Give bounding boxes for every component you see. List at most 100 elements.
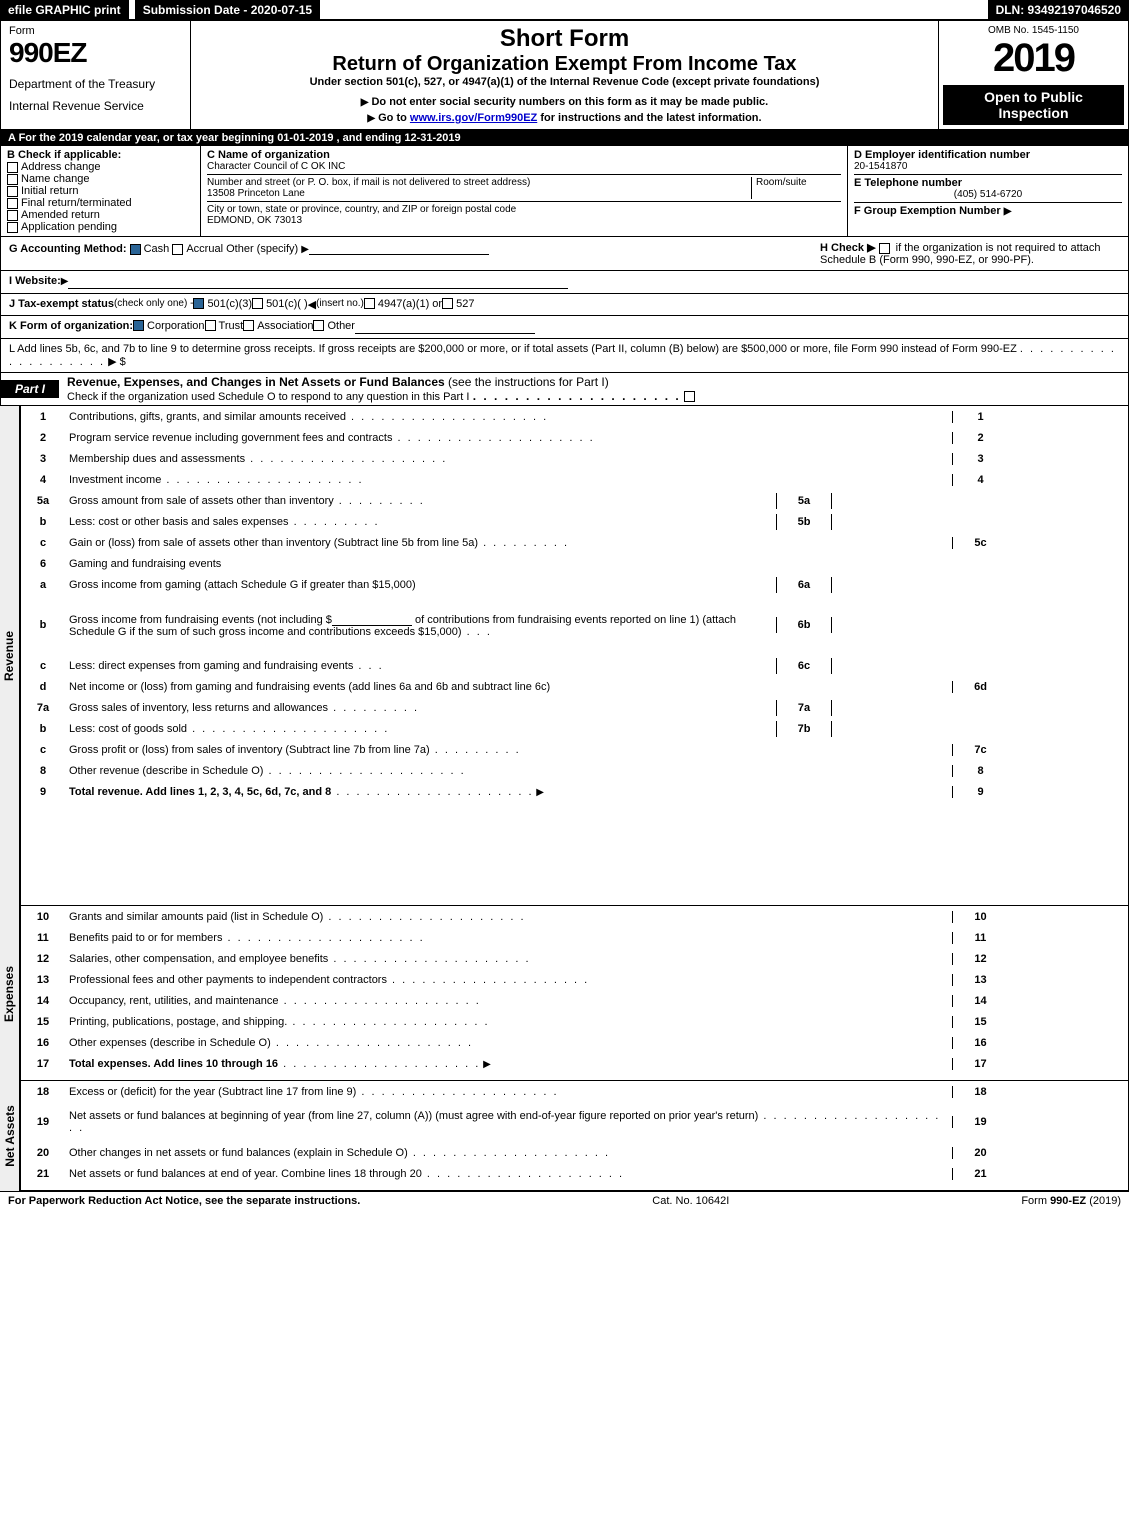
chk-other-org[interactable] — [313, 320, 324, 331]
chk-527[interactable] — [442, 298, 453, 309]
chk-h[interactable] — [879, 243, 890, 254]
num-2: 2 — [21, 432, 65, 444]
line-14: Occupancy, rent, utilities, and maintena… — [69, 995, 279, 1007]
chk-amended[interactable] — [7, 210, 18, 221]
efile-print-button[interactable]: efile GRAPHIC print — [0, 0, 129, 19]
chk-final-return[interactable] — [7, 198, 18, 209]
website-input[interactable] — [68, 275, 568, 289]
num-5a: 5a — [21, 495, 65, 507]
chk-cash[interactable] — [130, 244, 141, 255]
omb: OMB No. 1545-1150 — [943, 25, 1124, 36]
revenue-side-label: Revenue — [0, 406, 20, 906]
line-18: Excess or (deficit) for the year (Subtra… — [69, 1086, 356, 1098]
num-9: 9 — [21, 786, 65, 798]
other-org-input[interactable] — [355, 320, 535, 334]
subtitle: Under section 501(c), 527, or 4947(a)(1)… — [199, 76, 930, 88]
d-label: D Employer identification number — [854, 149, 1122, 161]
col-21: 21 — [952, 1168, 1008, 1180]
box-c: C Name of organization Character Council… — [201, 146, 848, 236]
footer-left: For Paperwork Reduction Act Notice, see … — [8, 1195, 360, 1207]
row-g-h: G Accounting Method: Cash Accrual Other … — [0, 237, 1129, 271]
num-6a: a — [21, 579, 65, 591]
open-to-public: Open to Public Inspection — [943, 85, 1124, 125]
num-16: 16 — [21, 1037, 65, 1049]
col-6d: 6d — [952, 681, 1008, 693]
num-3: 3 — [21, 453, 65, 465]
f-label: F Group Exemption Number — [854, 202, 1122, 217]
num-21: 21 — [21, 1168, 65, 1180]
line-9: Total revenue. Add lines 1, 2, 3, 4, 5c,… — [69, 786, 331, 798]
k-label: K Form of organization: — [9, 320, 133, 334]
chk-assoc[interactable] — [243, 320, 254, 331]
opt-trust: Trust — [219, 320, 244, 334]
form-word: Form — [9, 25, 182, 37]
goto-post: for instructions and the latest informat… — [537, 112, 761, 124]
opt-initial-return: Initial return — [21, 185, 78, 197]
chk-part1-schedule-o[interactable] — [684, 391, 695, 402]
mid-7b: 7b — [776, 721, 832, 737]
chk-accrual[interactable] — [172, 244, 183, 255]
col-3: 3 — [952, 453, 1008, 465]
part1-table: Revenue 1Contributions, gifts, grants, a… — [0, 406, 1129, 906]
chk-4947[interactable] — [364, 298, 375, 309]
dept-treasury: Department of the Treasury — [9, 77, 182, 91]
footer-right-post: (2019) — [1086, 1195, 1121, 1207]
chk-trust[interactable] — [205, 320, 216, 331]
line-7a: Gross sales of inventory, less returns a… — [69, 702, 328, 714]
input-6b-amt[interactable] — [332, 612, 412, 626]
mid-6a: 6a — [776, 577, 832, 593]
col-5c: 5c — [952, 537, 1008, 549]
other-method-input[interactable] — [309, 241, 489, 255]
expenses-side-label: Expenses — [0, 906, 20, 1081]
line-11: Benefits paid to or for members — [69, 932, 222, 944]
col-2: 2 — [952, 432, 1008, 444]
chk-initial-return[interactable] — [7, 186, 18, 197]
opt-amended: Amended return — [21, 209, 100, 221]
num-10: 10 — [21, 911, 65, 923]
part1-check-text: Check if the organization used Schedule … — [67, 391, 469, 403]
line-20: Other changes in net assets or fund bala… — [69, 1147, 408, 1159]
i-label: I Website: — [9, 275, 61, 289]
h-label: H Check ▶ — [820, 242, 876, 254]
chk-501c[interactable] — [252, 298, 263, 309]
goto-pre: Go to — [378, 112, 410, 124]
irs-link[interactable]: www.irs.gov/Form990EZ — [410, 112, 537, 124]
num-6: 6 — [21, 558, 65, 570]
line-19: Net assets or fund balances at beginning… — [69, 1110, 758, 1122]
line-4: Investment income — [69, 474, 161, 486]
j-label: J Tax-exempt status — [9, 298, 114, 311]
chk-501c3[interactable] — [193, 298, 204, 309]
line-7c: Gross profit or (loss) from sales of inv… — [69, 744, 430, 756]
line-17: Total expenses. Add lines 10 through 16 — [69, 1058, 278, 1070]
line-15: Printing, publications, postage, and shi… — [69, 1016, 287, 1028]
top-bar: efile GRAPHIC print Submission Date - 20… — [0, 0, 1129, 20]
line-5a: Gross amount from sale of assets other t… — [69, 495, 334, 507]
line-6: Gaming and fundraising events — [69, 558, 221, 570]
opt-corp: Corporation — [147, 320, 204, 334]
e-label: E Telephone number — [854, 174, 1122, 189]
num-5b: b — [21, 516, 65, 528]
dln: DLN: 93492197046520 — [988, 0, 1129, 19]
chk-name-change[interactable] — [7, 174, 18, 185]
line-6a: Gross income from gaming (attach Schedul… — [69, 579, 416, 591]
col-8: 8 — [952, 765, 1008, 777]
line-3: Membership dues and assessments — [69, 453, 245, 465]
opt-527: 527 — [456, 298, 474, 311]
chk-app-pending[interactable] — [7, 222, 18, 233]
col-10: 10 — [952, 911, 1008, 923]
room-label: Room/suite — [756, 177, 841, 188]
num-12: 12 — [21, 953, 65, 965]
dept-irs: Internal Revenue Service — [9, 99, 182, 113]
mid-6c: 6c — [776, 658, 832, 674]
street: 13508 Princeton Lane — [207, 188, 751, 199]
part1-title: Revenue, Expenses, and Changes in Net As… — [67, 375, 445, 389]
chk-corp[interactable] — [133, 320, 144, 331]
num-18: 18 — [21, 1086, 65, 1098]
box-b-header: B Check if applicable: — [7, 149, 194, 161]
opt-accrual: Accrual — [186, 243, 223, 255]
num-4: 4 — [21, 474, 65, 486]
num-6c: c — [21, 660, 65, 672]
submission-date: Submission Date - 2020-07-15 — [135, 0, 320, 19]
line-5b: Less: cost or other basis and sales expe… — [69, 516, 289, 528]
chk-address-change[interactable] — [7, 162, 18, 173]
